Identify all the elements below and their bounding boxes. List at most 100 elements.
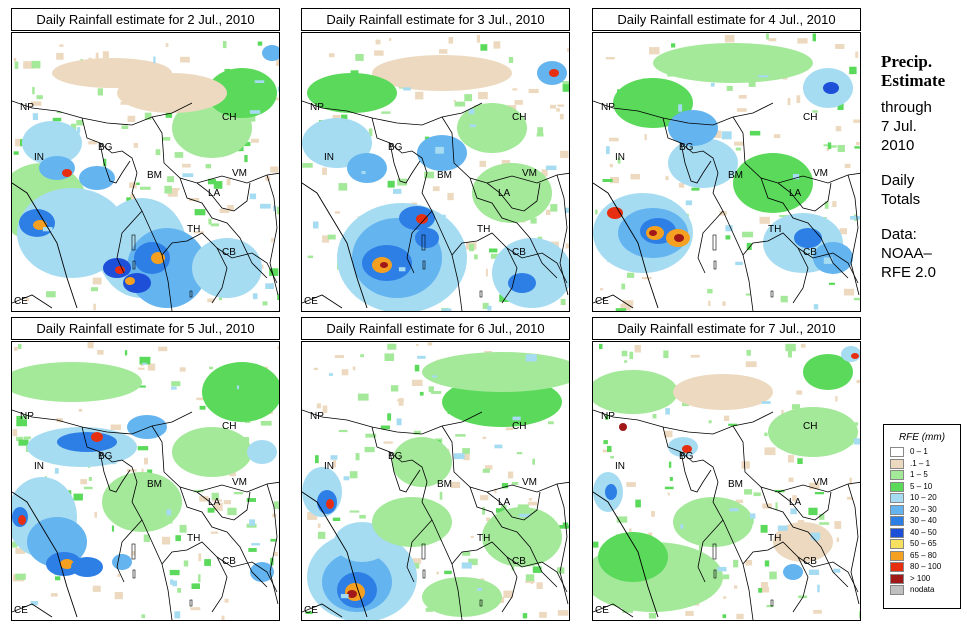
country-label-in: IN [615, 461, 625, 472]
country-border [469, 177, 558, 279]
precip-speck [205, 164, 212, 169]
precip-speck [629, 528, 632, 533]
precip-speck [307, 255, 314, 259]
precip-speck [761, 586, 770, 593]
precip-speck [139, 356, 151, 365]
precip-speck [106, 460, 117, 465]
legend-swatch [890, 493, 904, 503]
precip-speck [678, 182, 685, 188]
country-label-la: LA [498, 188, 511, 199]
legend-row: nodata [884, 584, 960, 596]
precip-speck [413, 430, 421, 435]
precip-speck [537, 127, 544, 135]
country-label-vm: VM [232, 477, 247, 488]
precip-speck [419, 391, 424, 396]
sidebar-data-line2: NOAA– [881, 245, 932, 262]
precip-speck [758, 75, 769, 78]
precip-area [247, 440, 277, 464]
country-border [593, 294, 634, 309]
precip-area [674, 234, 684, 242]
precip-speck [560, 298, 566, 305]
country-border [266, 174, 279, 296]
rfe-legend: RFE (mm) 0 – 1 .1 – 1 1 – 5 5 – 10 10 – 20 20… [883, 424, 961, 609]
precip-speck [132, 551, 136, 556]
precip-area [773, 522, 833, 562]
precip-speck [827, 142, 832, 150]
island [422, 260, 426, 270]
coastline [302, 182, 368, 309]
precip-speck [794, 218, 801, 226]
precip-speck [23, 436, 31, 440]
precip-speck [620, 303, 631, 311]
country-label-vm: VM [813, 477, 828, 488]
precip-speck [453, 453, 465, 460]
precip-speck [450, 481, 460, 489]
sidebar-title-line2: Estimate [881, 71, 946, 90]
precip-speck [110, 424, 122, 431]
precip-area [598, 532, 668, 582]
precip-speck [764, 560, 770, 567]
country-border [12, 100, 193, 126]
country-border [81, 426, 138, 483]
precip-speck [603, 440, 608, 445]
precip-speck [788, 349, 792, 358]
precip-speck [609, 163, 613, 168]
precip-speck [859, 611, 860, 619]
country-border [697, 210, 724, 274]
precip-speck [169, 569, 180, 576]
precip-speck [495, 508, 505, 513]
island [713, 260, 717, 270]
precip-area [326, 499, 334, 509]
precip-speck [741, 461, 750, 469]
precip-speck [191, 583, 200, 589]
precip-area [794, 228, 822, 248]
precip-speck [665, 408, 670, 415]
precip-speck [610, 455, 614, 459]
legend-rows: 0 – 1 .1 – 1 1 – 5 5 – 10 10 – 20 20 – 30 30 –… [884, 446, 960, 596]
precip-speck [785, 343, 796, 352]
legend-label: .1 – 1 [910, 458, 931, 468]
precip-speck [313, 367, 318, 370]
legend-swatch [890, 573, 904, 584]
country-border [697, 519, 724, 583]
precip-speck [143, 534, 150, 542]
precip-speck [204, 559, 211, 566]
precip-speck [605, 57, 615, 60]
precip-speck [430, 391, 442, 394]
precip-speck [788, 477, 794, 482]
precip-speck [810, 532, 821, 540]
precip-speck [251, 543, 261, 546]
legend-label: 40 – 50 [910, 527, 937, 537]
precip-speck [343, 476, 350, 481]
country-border [847, 483, 860, 605]
precip-speck [814, 492, 825, 495]
country-label-ch: CH [512, 112, 527, 123]
precip-area [649, 230, 657, 236]
country-label-cb: CB [803, 556, 817, 567]
country-border [506, 247, 568, 284]
precip-speck [31, 60, 41, 69]
precip-speck [559, 525, 569, 529]
precip-speck [745, 559, 753, 566]
precip-speck [144, 457, 148, 465]
precip-speck [193, 489, 204, 493]
precip-speck [365, 433, 377, 438]
precip-speck [651, 511, 655, 517]
precip-speck [236, 385, 240, 390]
precip-speck [136, 182, 140, 185]
precip-speck [270, 538, 276, 542]
precip-speck [166, 509, 172, 516]
precip-speck [600, 288, 604, 291]
precip-speck [305, 611, 313, 614]
precip-speck [774, 489, 785, 493]
country-label-la: LA [789, 497, 802, 508]
precip-speck [24, 415, 28, 420]
sidebar-through: through [881, 99, 932, 116]
precip-speck [338, 429, 348, 433]
precip-speck [260, 203, 271, 209]
precip-speck [387, 343, 397, 350]
country-label-bm: BM [437, 479, 452, 490]
precip-speck [328, 373, 333, 376]
precip-speck [277, 86, 279, 92]
precip-speck [537, 236, 543, 240]
